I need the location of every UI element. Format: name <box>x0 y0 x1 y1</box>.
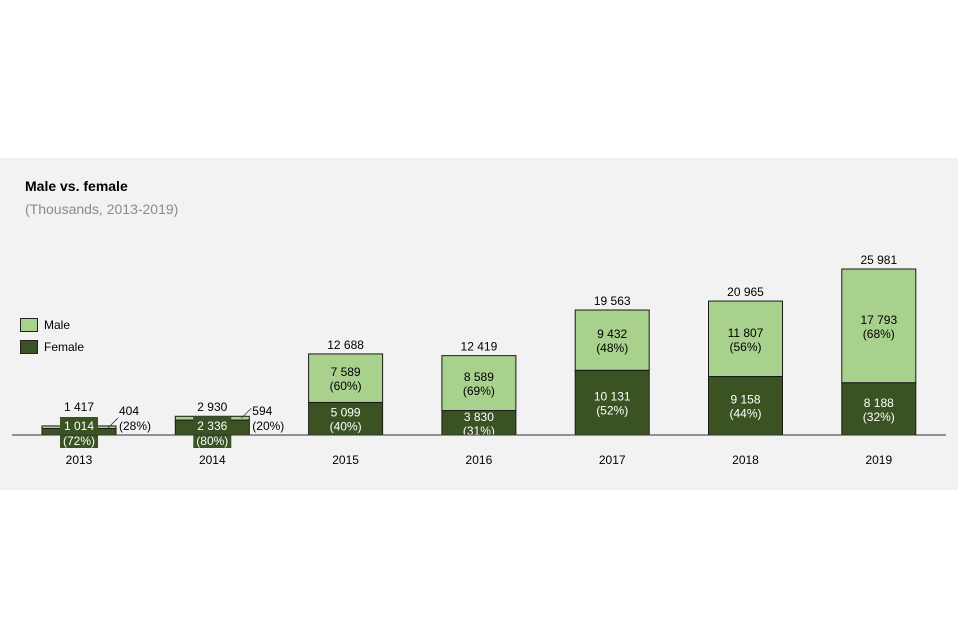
male-value-label-2019: 17 793 <box>860 313 897 327</box>
female-value-label-2016: 3 830 <box>464 410 494 424</box>
male-leader-line-2013 <box>107 417 119 429</box>
male-percent-label-2017: (48%) <box>596 341 628 355</box>
legend-swatch-male <box>20 318 38 332</box>
male-value-label-2018: 11 807 <box>728 326 764 340</box>
chart-title: Male vs. female <box>25 178 128 194</box>
total-label-2019: 25 981 <box>860 253 897 267</box>
male-percent-label-2015: (60%) <box>330 379 362 393</box>
female-value-label-2013: 1 014 <box>64 419 94 433</box>
bar-male-2015 <box>308 353 384 403</box>
female-percent-label-2015: (40%) <box>330 420 362 434</box>
x-tick-label-2015: 2015 <box>332 453 359 467</box>
x-tick-label-2018: 2018 <box>732 453 759 467</box>
x-tick-label-2014: 2014 <box>199 453 226 467</box>
bar-male-2017 <box>574 309 650 371</box>
bar-male-2019 <box>841 268 917 384</box>
female-percent-label-2013: (72%) <box>63 434 95 448</box>
female-percent-label-2014: (80%) <box>196 434 228 448</box>
total-label-2015: 12 688 <box>327 338 364 352</box>
female-percent-label-2018: (44%) <box>729 407 761 421</box>
total-label-2014: 2 930 <box>197 400 227 414</box>
bar-female-2017 <box>574 369 650 436</box>
total-label-2013: 1 417 <box>64 400 94 414</box>
chart-subtitle: (Thousands, 2013-2019) <box>25 201 179 217</box>
legend-item-male: Male <box>20 318 70 332</box>
female-value-label-2019: 8 188 <box>864 396 894 410</box>
legend-swatch-female <box>20 340 38 354</box>
bar-female-2018 <box>708 375 783 436</box>
x-tick-label-2013: 2013 <box>66 453 93 467</box>
legend-item-female: Female <box>20 340 84 354</box>
x-tick-label-2017: 2017 <box>599 453 626 467</box>
male-percent-label-2018: (56%) <box>729 340 761 354</box>
male-value-label-2017: 9 432 <box>597 327 627 341</box>
male-value-label-2015: 7 589 <box>331 365 361 379</box>
female-value-label-2017: 10 131 <box>594 390 631 404</box>
x-tick-label-2016: 2016 <box>466 453 493 467</box>
male-leader-line-2014 <box>241 407 252 419</box>
legend-label-male: Male <box>44 318 71 332</box>
male-value-label-2014: 594 <box>252 404 272 418</box>
female-value-label-2015: 5 099 <box>331 406 361 420</box>
female-percent-label-2017: (52%) <box>596 404 628 418</box>
total-label-2017: 19 563 <box>594 294 631 308</box>
female-label-box-2013 <box>60 417 98 448</box>
female-percent-label-2019: (32%) <box>863 410 895 424</box>
bar-male-2016 <box>441 355 517 412</box>
female-value-label-2014: 2 336 <box>197 419 227 433</box>
male-value-label-2013: 404 <box>119 404 139 418</box>
male-percent-label-2014: (20%) <box>252 419 284 433</box>
total-label-2016: 12 419 <box>461 340 498 354</box>
female-value-label-2018: 9 158 <box>730 393 760 407</box>
female-percent-label-2016: (31%) <box>463 424 495 438</box>
male-percent-label-2016: (69%) <box>463 384 495 398</box>
bar-female-2015 <box>308 401 384 436</box>
legend-label-female: Female <box>44 340 85 354</box>
male-percent-label-2019: (68%) <box>863 327 895 341</box>
male-percent-label-2013: (28%) <box>119 419 151 433</box>
female-label-box-2014 <box>193 417 232 448</box>
male-value-label-2016: 8 589 <box>464 370 494 384</box>
total-label-2018: 20 965 <box>727 285 764 299</box>
bar-male-2018 <box>708 300 783 377</box>
x-tick-label-2019: 2019 <box>865 453 892 467</box>
